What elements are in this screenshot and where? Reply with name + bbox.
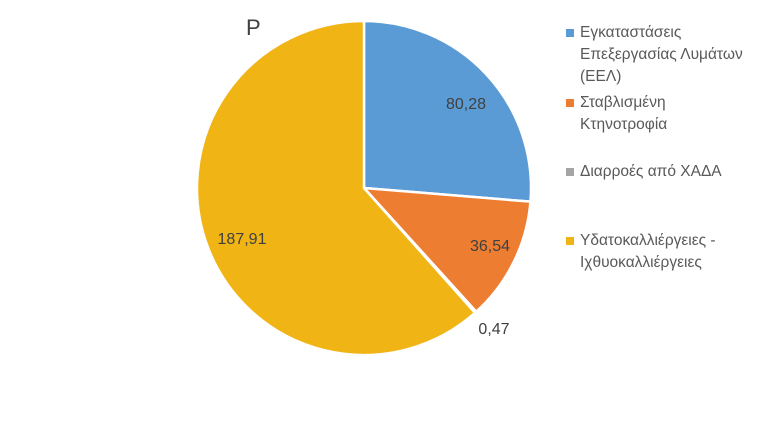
legend-swatch-landfill (566, 168, 574, 176)
legend-label-eel: Εγκαταστάσεις Επεξεργασίας Λυμάτων (ΕΕΛ) (580, 24, 743, 85)
data-label-eel: 80,28 (446, 96, 486, 113)
pie-slice-eel (362, 19, 533, 203)
legend-item-landfill: Διαρροές από ΧΑΔΑ (566, 161, 769, 183)
pie-slice-livestock (362, 186, 532, 313)
legend-label-landfill: Διαρροές από ΧΑΔΑ (580, 163, 722, 180)
legend-item-eel: Εγκαταστάσεις Επεξεργασίας Λυμάτων (ΕΕΛ) (566, 22, 769, 88)
legend-item-aquaculture: Υδατοκαλλιέργειες - Ιχθυοκαλλιέργειες (566, 230, 769, 274)
pie-slice-aquaculture (195, 19, 477, 357)
data-label-livestock: 36,54 (470, 238, 510, 255)
data-label-aquaculture: 187,91 (218, 231, 267, 248)
legend-label-livestock: Σταβλισμένη Κτηνοτροφία (580, 94, 668, 133)
legend-swatch-eel (566, 29, 574, 37)
legend-swatch-livestock (566, 99, 574, 107)
legend-item-livestock: Σταβλισμένη Κτηνοτροφία (566, 92, 769, 136)
chart-title: P (246, 15, 261, 40)
legend-label-aquaculture: Υδατοκαλλιέργειες - Ιχθυοκαλλιέργειες (580, 232, 716, 271)
legend-swatch-aquaculture (566, 237, 574, 245)
data-label-landfill: 0,47 (478, 321, 509, 338)
